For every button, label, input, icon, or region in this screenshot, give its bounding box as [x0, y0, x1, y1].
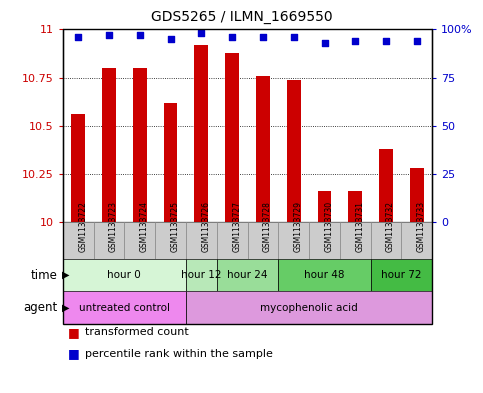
Bar — [225, 53, 239, 222]
Text: GSM1133728: GSM1133728 — [263, 201, 272, 252]
Bar — [401, 222, 432, 259]
Bar — [379, 149, 393, 222]
Point — [321, 40, 328, 46]
Text: untreated control: untreated control — [79, 303, 170, 312]
Bar — [63, 222, 94, 259]
Bar — [247, 222, 278, 259]
Point — [105, 32, 113, 39]
Text: ■: ■ — [68, 347, 79, 360]
Bar — [348, 191, 362, 222]
Text: GSM1133724: GSM1133724 — [140, 201, 149, 252]
Text: percentile rank within the sample: percentile rank within the sample — [85, 349, 272, 359]
Bar — [63, 291, 186, 324]
Text: GSM1133723: GSM1133723 — [109, 201, 118, 252]
Text: GSM1133726: GSM1133726 — [201, 201, 211, 252]
Text: agent: agent — [24, 301, 58, 314]
Bar — [340, 222, 371, 259]
Bar — [71, 114, 85, 222]
Bar — [217, 259, 278, 291]
Point — [382, 38, 390, 44]
Text: GSM1133730: GSM1133730 — [325, 201, 334, 252]
Text: ■: ■ — [68, 325, 79, 339]
Text: GSM1133732: GSM1133732 — [386, 201, 395, 252]
Text: hour 72: hour 72 — [381, 270, 422, 280]
Bar — [287, 79, 300, 222]
Text: hour 12: hour 12 — [181, 270, 222, 280]
Point — [136, 32, 143, 39]
Text: GSM1133731: GSM1133731 — [355, 201, 364, 252]
Text: time: time — [31, 268, 58, 282]
Text: transformed count: transformed count — [85, 327, 188, 337]
Bar — [155, 222, 186, 259]
Text: hour 48: hour 48 — [304, 270, 345, 280]
Text: GSM1133727: GSM1133727 — [232, 201, 241, 252]
Bar — [318, 191, 331, 222]
Point — [413, 38, 421, 44]
Bar — [309, 222, 340, 259]
Point — [198, 30, 205, 37]
Point — [290, 34, 298, 40]
Bar — [371, 222, 401, 259]
Bar — [186, 291, 432, 324]
Bar — [217, 222, 247, 259]
Bar — [195, 45, 208, 222]
Bar — [256, 76, 270, 222]
Bar — [186, 259, 217, 291]
Text: ▶: ▶ — [62, 303, 70, 312]
Bar — [371, 259, 432, 291]
Text: GDS5265 / ILMN_1669550: GDS5265 / ILMN_1669550 — [151, 10, 332, 24]
Text: GSM1133729: GSM1133729 — [294, 201, 303, 252]
Bar — [278, 259, 371, 291]
Bar — [133, 68, 147, 222]
Text: mycophenolic acid: mycophenolic acid — [260, 303, 358, 312]
Bar — [278, 222, 309, 259]
Text: hour 0: hour 0 — [108, 270, 141, 280]
Text: GSM1133725: GSM1133725 — [170, 201, 180, 252]
Point — [352, 38, 359, 44]
Text: ▶: ▶ — [62, 270, 70, 280]
Bar — [102, 68, 116, 222]
Bar — [186, 222, 217, 259]
Text: GSM1133722: GSM1133722 — [78, 201, 87, 252]
Point — [74, 34, 82, 40]
Bar — [125, 222, 155, 259]
Bar — [94, 222, 125, 259]
Bar — [410, 168, 424, 222]
Point — [228, 34, 236, 40]
Bar — [164, 103, 177, 222]
Text: GSM1133733: GSM1133733 — [417, 201, 426, 252]
Bar — [63, 259, 186, 291]
Point — [167, 36, 174, 42]
Text: hour 24: hour 24 — [227, 270, 268, 280]
Point — [259, 34, 267, 40]
